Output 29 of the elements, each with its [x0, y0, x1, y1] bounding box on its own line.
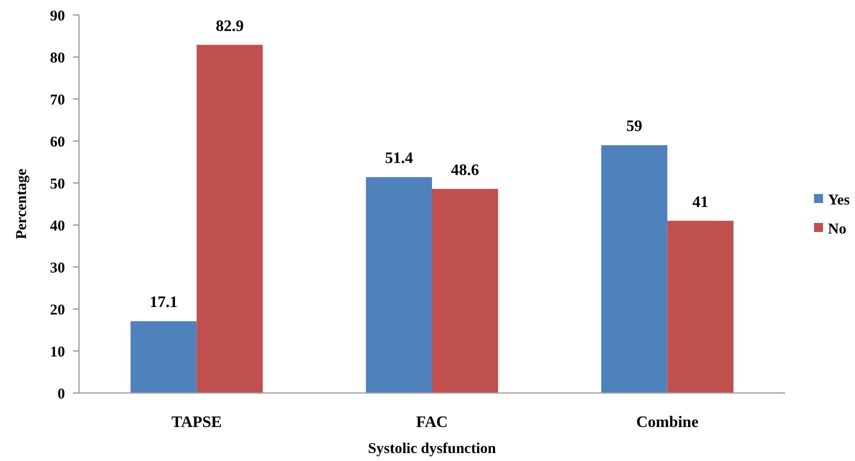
- y-tick-label: 80: [50, 50, 65, 66]
- x-tick-label: TAPSE: [171, 414, 222, 431]
- data-label: 82.9: [216, 18, 244, 35]
- legend-label: No: [828, 221, 846, 238]
- bar: [667, 220, 734, 393]
- bar: [432, 188, 498, 393]
- data-label: 41: [692, 194, 708, 211]
- y-tick-label: 50: [50, 176, 65, 192]
- bar: [130, 321, 197, 393]
- y-tick-label: 60: [50, 134, 65, 150]
- y-tick-label: 40: [50, 218, 65, 234]
- bar: [366, 177, 432, 393]
- bar: [601, 145, 668, 393]
- y-tick-label: 10: [50, 344, 65, 360]
- y-tick-label: 30: [50, 260, 65, 276]
- x-tick-label: FAC: [416, 414, 448, 431]
- bar: [196, 44, 263, 393]
- data-label: 59: [626, 118, 642, 136]
- y-tick-label: 20: [50, 302, 65, 318]
- legend-label: Yes: [828, 192, 850, 208]
- data-label: 17.1: [150, 294, 178, 312]
- x-tick-label: Combine: [636, 414, 698, 431]
- data-label: 51.4: [384, 150, 413, 168]
- data-label: 48.6: [451, 162, 480, 179]
- y-tick-label: 90: [50, 8, 65, 24]
- y-axis-title: Percentage: [14, 168, 30, 240]
- y-tick-label: 0: [58, 386, 65, 402]
- y-tick-label: 70: [50, 92, 65, 108]
- x-axis-title: Systolic dysfunction: [368, 441, 497, 457]
